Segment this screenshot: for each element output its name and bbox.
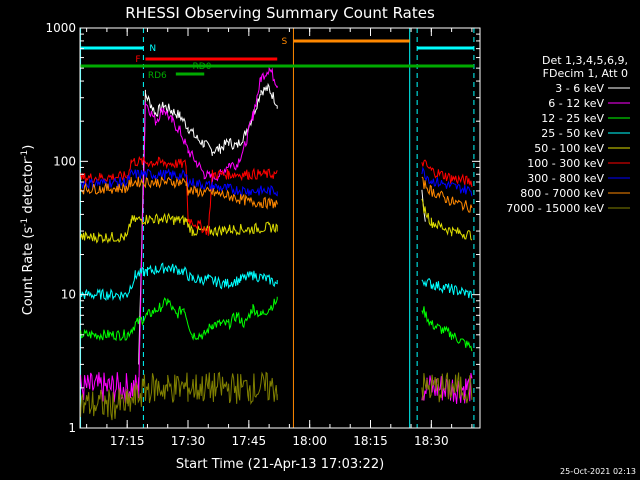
generation-timestamp: 25-Oct-2021 02:13 — [560, 467, 636, 476]
series-line-7 — [80, 166, 473, 197]
series-line-5 — [80, 198, 473, 244]
legend: Det 1,3,4,5,6,9,FDecim 1, Att 0 3 - 6 keV… — [506, 54, 630, 215]
series-line-2 — [80, 66, 473, 404]
y-tick-label: 1 — [68, 421, 76, 435]
state-label-n: N — [149, 44, 156, 54]
legend-entry-label: 6 - 12 keV — [548, 97, 604, 110]
legend-header: FDecim 1, Att 0 — [543, 67, 628, 80]
series-line-4 — [80, 262, 473, 302]
series-layer — [80, 66, 473, 421]
axes: 17:15 17:30 17:45 18:00 18:15 18:30 1 10 100 1000 — [45, 21, 481, 448]
state-label-rd6: RD6 — [148, 71, 167, 81]
state-vertical-lines — [80, 28, 475, 428]
legend-entry-label: 12 - 25 keV — [541, 112, 604, 125]
x-tick-label: 17:15 — [110, 434, 145, 448]
series-line-3 — [80, 296, 473, 352]
x-tick-label: 18:30 — [414, 434, 449, 448]
y-tick-label: 100 — [53, 154, 76, 168]
state-label-f: F — [135, 55, 140, 65]
x-tick-label: 17:45 — [232, 434, 267, 448]
legend-entry-label: 7000 - 15000 keV — [506, 202, 604, 215]
legend-entry-label: 25 - 50 keV — [541, 127, 604, 140]
legend-entry-label: 800 - 7000 keV — [520, 187, 604, 200]
x-tick-label: 17:30 — [171, 434, 206, 448]
state-label-s: S — [281, 37, 287, 47]
x-tick-label: 18:00 — [292, 434, 327, 448]
y-tick-label: 1000 — [45, 21, 76, 35]
legend-entry-label: 50 - 100 keV — [534, 142, 604, 155]
state-bars: NF S RD0 RD6 — [80, 37, 474, 81]
legend-entry-label: 3 - 6 keV — [555, 82, 604, 95]
legend-header: Det 1,3,4,5,6,9, — [542, 54, 628, 67]
chart-title: RHESSI Observing Summary Count Rates — [125, 4, 435, 22]
legend-entry-label: 300 - 800 keV — [527, 172, 604, 185]
series-line-9 — [80, 371, 473, 421]
y-tick-label: 10 — [61, 288, 76, 302]
x-axis-label: Start Time (21-Apr-13 17:03:22) — [176, 457, 384, 472]
plot-frame — [79, 27, 481, 429]
y-axis-label: Count Rate (s-1 detector-1) — [20, 145, 36, 316]
series-line-1 — [138, 82, 426, 365]
x-tick-label: 18:15 — [353, 434, 388, 448]
state-label-rd0: RD0 — [193, 62, 212, 72]
legend-entry-label: 100 - 300 keV — [527, 157, 604, 170]
series-line-8 — [80, 176, 473, 213]
